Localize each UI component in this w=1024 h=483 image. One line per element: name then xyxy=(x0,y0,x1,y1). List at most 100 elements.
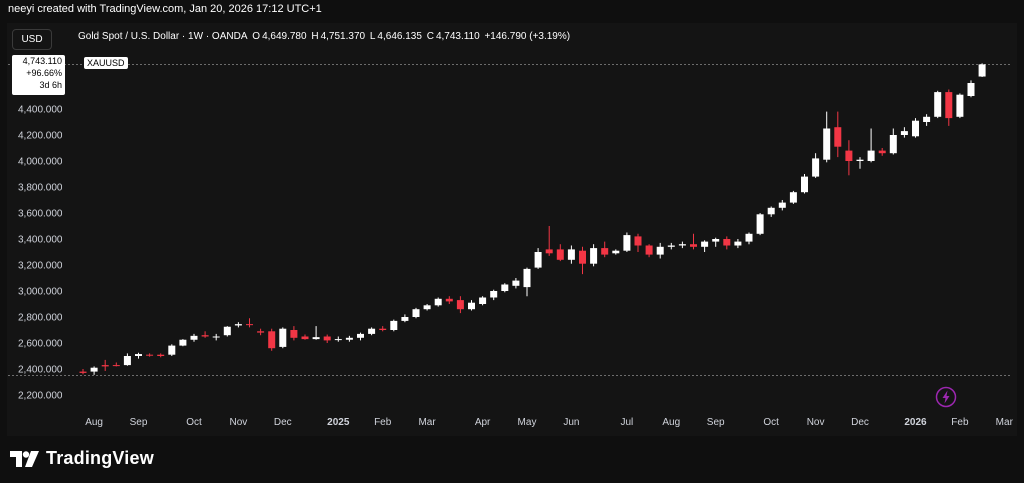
x-tick-label: Mar xyxy=(996,417,1014,428)
brand-logo: TradingView xyxy=(10,448,154,469)
x-tick-label: May xyxy=(518,417,537,428)
y-axis-labels: 2,200.000 2,400.000 2,600.000 2,800.000 3,00… xyxy=(18,105,63,402)
x-axis-labels: Aug Sep Oct Nov Dec 2025 Feb Mar Apr May Jun Jul Aug… xyxy=(85,417,1013,428)
candle-body xyxy=(823,128,831,160)
candle xyxy=(656,242,664,259)
chart-panel[interactable] xyxy=(7,23,1017,436)
candle xyxy=(889,128,897,155)
candle-body xyxy=(956,94,964,117)
candle xyxy=(157,353,165,358)
bar-countdown: 3d 6h xyxy=(39,80,62,90)
candle-body xyxy=(612,250,620,254)
candle xyxy=(123,353,131,366)
candle xyxy=(745,232,753,245)
candle xyxy=(312,326,320,340)
candle-body xyxy=(967,83,975,96)
x-tick-label: Nov xyxy=(807,417,825,428)
x-tick-label: Feb xyxy=(951,417,969,428)
candle-body xyxy=(379,328,387,330)
reference-lines xyxy=(8,63,1012,376)
candle xyxy=(168,344,176,356)
candle-body xyxy=(246,324,253,326)
candle xyxy=(967,80,975,98)
candle xyxy=(90,366,98,375)
candle-body xyxy=(146,354,154,356)
candle-body xyxy=(412,309,420,317)
candle-body xyxy=(767,207,775,215)
candle-body xyxy=(734,241,742,246)
y-tick-label: 4,000.000 xyxy=(18,157,63,168)
candle-body xyxy=(789,192,797,203)
candle-body xyxy=(290,330,298,338)
candle-body xyxy=(468,302,475,310)
last-price-value: 4,743.110 xyxy=(22,56,62,66)
candle-body xyxy=(690,244,697,247)
candle xyxy=(900,127,908,138)
candle xyxy=(723,236,731,250)
y-tick-label: 3,400.000 xyxy=(18,235,63,246)
candle-body xyxy=(512,280,520,286)
candle xyxy=(978,63,986,78)
candle xyxy=(201,331,209,338)
x-tick-label: 2025 xyxy=(327,417,350,428)
low-value: 4,646.135 xyxy=(377,31,422,42)
candle-body xyxy=(656,246,664,255)
candle xyxy=(323,334,331,343)
candle-body xyxy=(368,328,376,334)
candle-body xyxy=(423,305,431,310)
candle-body xyxy=(889,135,897,154)
y-tick-label: 2,600.000 xyxy=(18,339,63,350)
candle-body xyxy=(778,202,786,208)
tradingview-logo-icon xyxy=(10,450,39,467)
candle xyxy=(212,333,220,341)
candle-body xyxy=(234,324,242,326)
candle xyxy=(523,267,531,297)
candle xyxy=(79,369,87,375)
candle xyxy=(390,319,398,332)
candle xyxy=(923,114,931,126)
candle xyxy=(612,249,620,255)
candle-body xyxy=(112,365,120,367)
candle xyxy=(678,241,686,249)
candle-body xyxy=(579,250,586,264)
change-value: +146.790 (+3.19%) xyxy=(484,31,571,42)
x-tick-label: Feb xyxy=(374,417,392,428)
candle xyxy=(701,240,709,252)
x-tick-label: Oct xyxy=(186,417,202,428)
high-value: 4,751.370 xyxy=(320,31,366,42)
candle xyxy=(789,190,797,204)
x-tick-label: Sep xyxy=(130,417,148,428)
candle xyxy=(912,118,919,138)
candle xyxy=(556,244,564,262)
y-tick-label: 3,600.000 xyxy=(18,209,63,220)
candle-body xyxy=(667,245,675,247)
candle-body xyxy=(523,268,531,288)
candle xyxy=(290,326,298,341)
candle-body xyxy=(978,64,986,77)
candle-body xyxy=(101,365,109,367)
currency-button[interactable]: USD xyxy=(12,29,52,50)
candle xyxy=(878,148,886,156)
candle xyxy=(301,334,309,340)
candle-body xyxy=(945,92,953,119)
candle-body xyxy=(845,150,853,161)
candle xyxy=(567,245,575,264)
candle-body xyxy=(90,367,98,372)
candle xyxy=(778,200,786,211)
x-tick-label: Nov xyxy=(230,417,248,428)
candle xyxy=(345,335,353,342)
candle-body xyxy=(434,298,442,306)
lightning-icon[interactable] xyxy=(935,386,957,408)
candle xyxy=(834,111,842,158)
candle-body xyxy=(323,336,331,341)
candle xyxy=(645,244,653,258)
candle xyxy=(456,296,464,314)
candle-body xyxy=(445,298,453,302)
candle xyxy=(956,93,964,119)
candle xyxy=(767,206,775,217)
candle-body xyxy=(123,356,131,366)
candle-body xyxy=(900,131,908,135)
candles xyxy=(79,63,986,375)
candle xyxy=(712,237,720,247)
